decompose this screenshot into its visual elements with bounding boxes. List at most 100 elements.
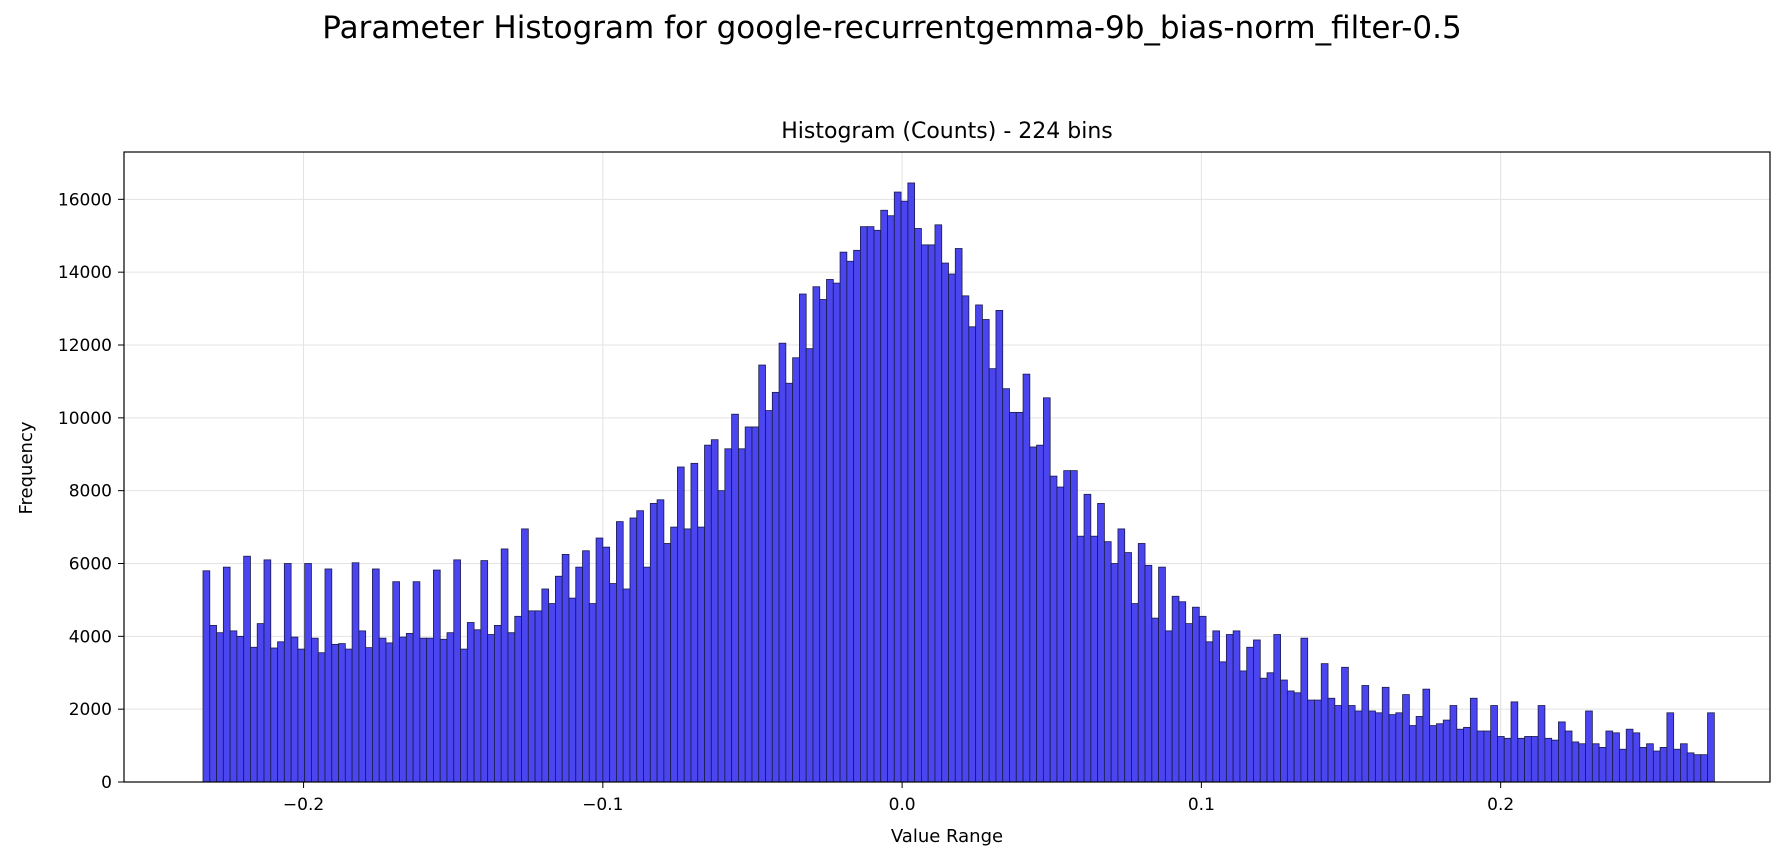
histogram-bar xyxy=(934,224,943,783)
histogram-bar xyxy=(1517,737,1525,783)
histogram-bar xyxy=(1375,712,1383,783)
histogram-bar xyxy=(338,643,346,783)
histogram-bar xyxy=(548,603,556,783)
histogram-bar xyxy=(405,633,414,783)
histogram-bar xyxy=(1490,705,1498,783)
histogram-bar xyxy=(880,209,888,783)
histogram-bar xyxy=(236,635,245,783)
histogram-bar xyxy=(1429,725,1437,783)
histogram-bar xyxy=(1402,694,1410,783)
histogram-bar xyxy=(656,499,665,783)
histogram-bar xyxy=(1164,630,1173,783)
histogram-bar xyxy=(399,636,407,783)
histogram-bar xyxy=(372,568,380,783)
histogram-bar xyxy=(1612,732,1620,783)
x-tick-label: −0.1 xyxy=(582,795,623,815)
histogram-bar xyxy=(1042,397,1051,783)
histogram-bar xyxy=(1544,737,1553,783)
histogram-bar xyxy=(683,528,692,783)
histogram-bar xyxy=(765,410,773,783)
histogram-bar xyxy=(636,510,644,783)
histogram-bar xyxy=(494,625,502,783)
histogram-bar xyxy=(1273,634,1281,783)
histogram-bar xyxy=(514,615,522,783)
histogram-bar xyxy=(1361,685,1370,783)
histogram-bar xyxy=(521,528,529,783)
histogram-bar xyxy=(446,632,455,783)
histogram-bar xyxy=(812,286,821,783)
histogram-bar xyxy=(846,260,855,783)
histogram-bar xyxy=(297,648,306,783)
histogram-bar xyxy=(1334,705,1342,783)
histogram-bar xyxy=(1659,747,1668,783)
y-tick-label: 0 xyxy=(101,773,112,793)
histogram-bar xyxy=(1530,736,1539,783)
histogram-bar xyxy=(805,348,814,783)
histogram-bar xyxy=(1551,739,1559,783)
histogram-bar xyxy=(948,273,956,783)
histogram-bar xyxy=(209,625,217,783)
histogram-bar xyxy=(1137,543,1146,783)
histogram-bar xyxy=(1605,730,1614,783)
histogram-bar xyxy=(1090,535,1099,783)
histogram-bar xyxy=(365,647,373,783)
histogram-bar xyxy=(1395,712,1403,783)
histogram-bar xyxy=(954,248,963,783)
x-tick-label: 0.2 xyxy=(1487,795,1514,815)
histogram-bar xyxy=(1063,470,1071,783)
histogram-bar xyxy=(663,543,672,783)
histogram-bar xyxy=(1700,754,1708,783)
histogram-bar xyxy=(839,251,848,783)
histogram-bar xyxy=(1456,728,1464,783)
histogram-bar xyxy=(1341,666,1349,783)
histogram-bar xyxy=(1117,528,1126,783)
histogram-bar xyxy=(1591,743,1600,783)
histogram-bar xyxy=(1666,712,1675,783)
histogram-bar xyxy=(1083,493,1092,783)
y-tick-label: 6000 xyxy=(69,555,112,575)
histogram-bar xyxy=(744,426,753,783)
histogram-bar xyxy=(1036,444,1044,783)
histogram-bar xyxy=(1422,688,1431,783)
histogram-bar xyxy=(1239,670,1248,783)
histogram-bar xyxy=(1171,595,1180,783)
histogram-bar xyxy=(819,299,827,783)
histogram-bar xyxy=(561,553,570,783)
histogram-bar xyxy=(1124,552,1132,783)
y-tick-label: 10000 xyxy=(58,409,112,429)
histogram-bar xyxy=(792,357,800,783)
histogram-bar xyxy=(1673,748,1681,783)
histogram-bar xyxy=(1578,743,1586,783)
histogram-bar xyxy=(1198,615,1207,783)
histogram-bar xyxy=(1598,747,1607,783)
histogram-bar xyxy=(697,526,705,783)
histogram-bar xyxy=(975,304,983,783)
histogram-bar xyxy=(534,610,543,783)
histogram-bar xyxy=(900,200,909,783)
histogram-bar xyxy=(1686,752,1695,783)
histogram-bar xyxy=(1639,747,1647,783)
histogram-bar xyxy=(704,444,712,783)
histogram-bar xyxy=(412,581,421,783)
histogram-bar xyxy=(419,637,428,783)
histogram-bar xyxy=(582,550,590,783)
histogram-bar xyxy=(324,568,333,783)
histogram-bar xyxy=(378,637,387,783)
chart-title: Histogram (Counts) - 224 bins xyxy=(781,119,1112,144)
histogram-bar xyxy=(853,249,861,783)
histogram-bar xyxy=(1246,646,1254,783)
histogram-bar xyxy=(216,632,224,783)
histogram-bar xyxy=(277,641,285,783)
histogram-bar xyxy=(229,630,238,783)
histogram-bar xyxy=(568,597,577,783)
histogram-bar xyxy=(1205,641,1214,783)
histogram-bar xyxy=(1029,446,1038,783)
histogram-bar xyxy=(758,364,766,783)
histogram-bar xyxy=(670,526,678,783)
histogram-bar xyxy=(317,652,326,783)
histogram-bar xyxy=(460,648,468,783)
histogram-bar xyxy=(1097,503,1105,783)
plot-frame xyxy=(123,151,1771,783)
histogram-bar xyxy=(887,215,895,783)
histogram-bar xyxy=(426,637,434,783)
